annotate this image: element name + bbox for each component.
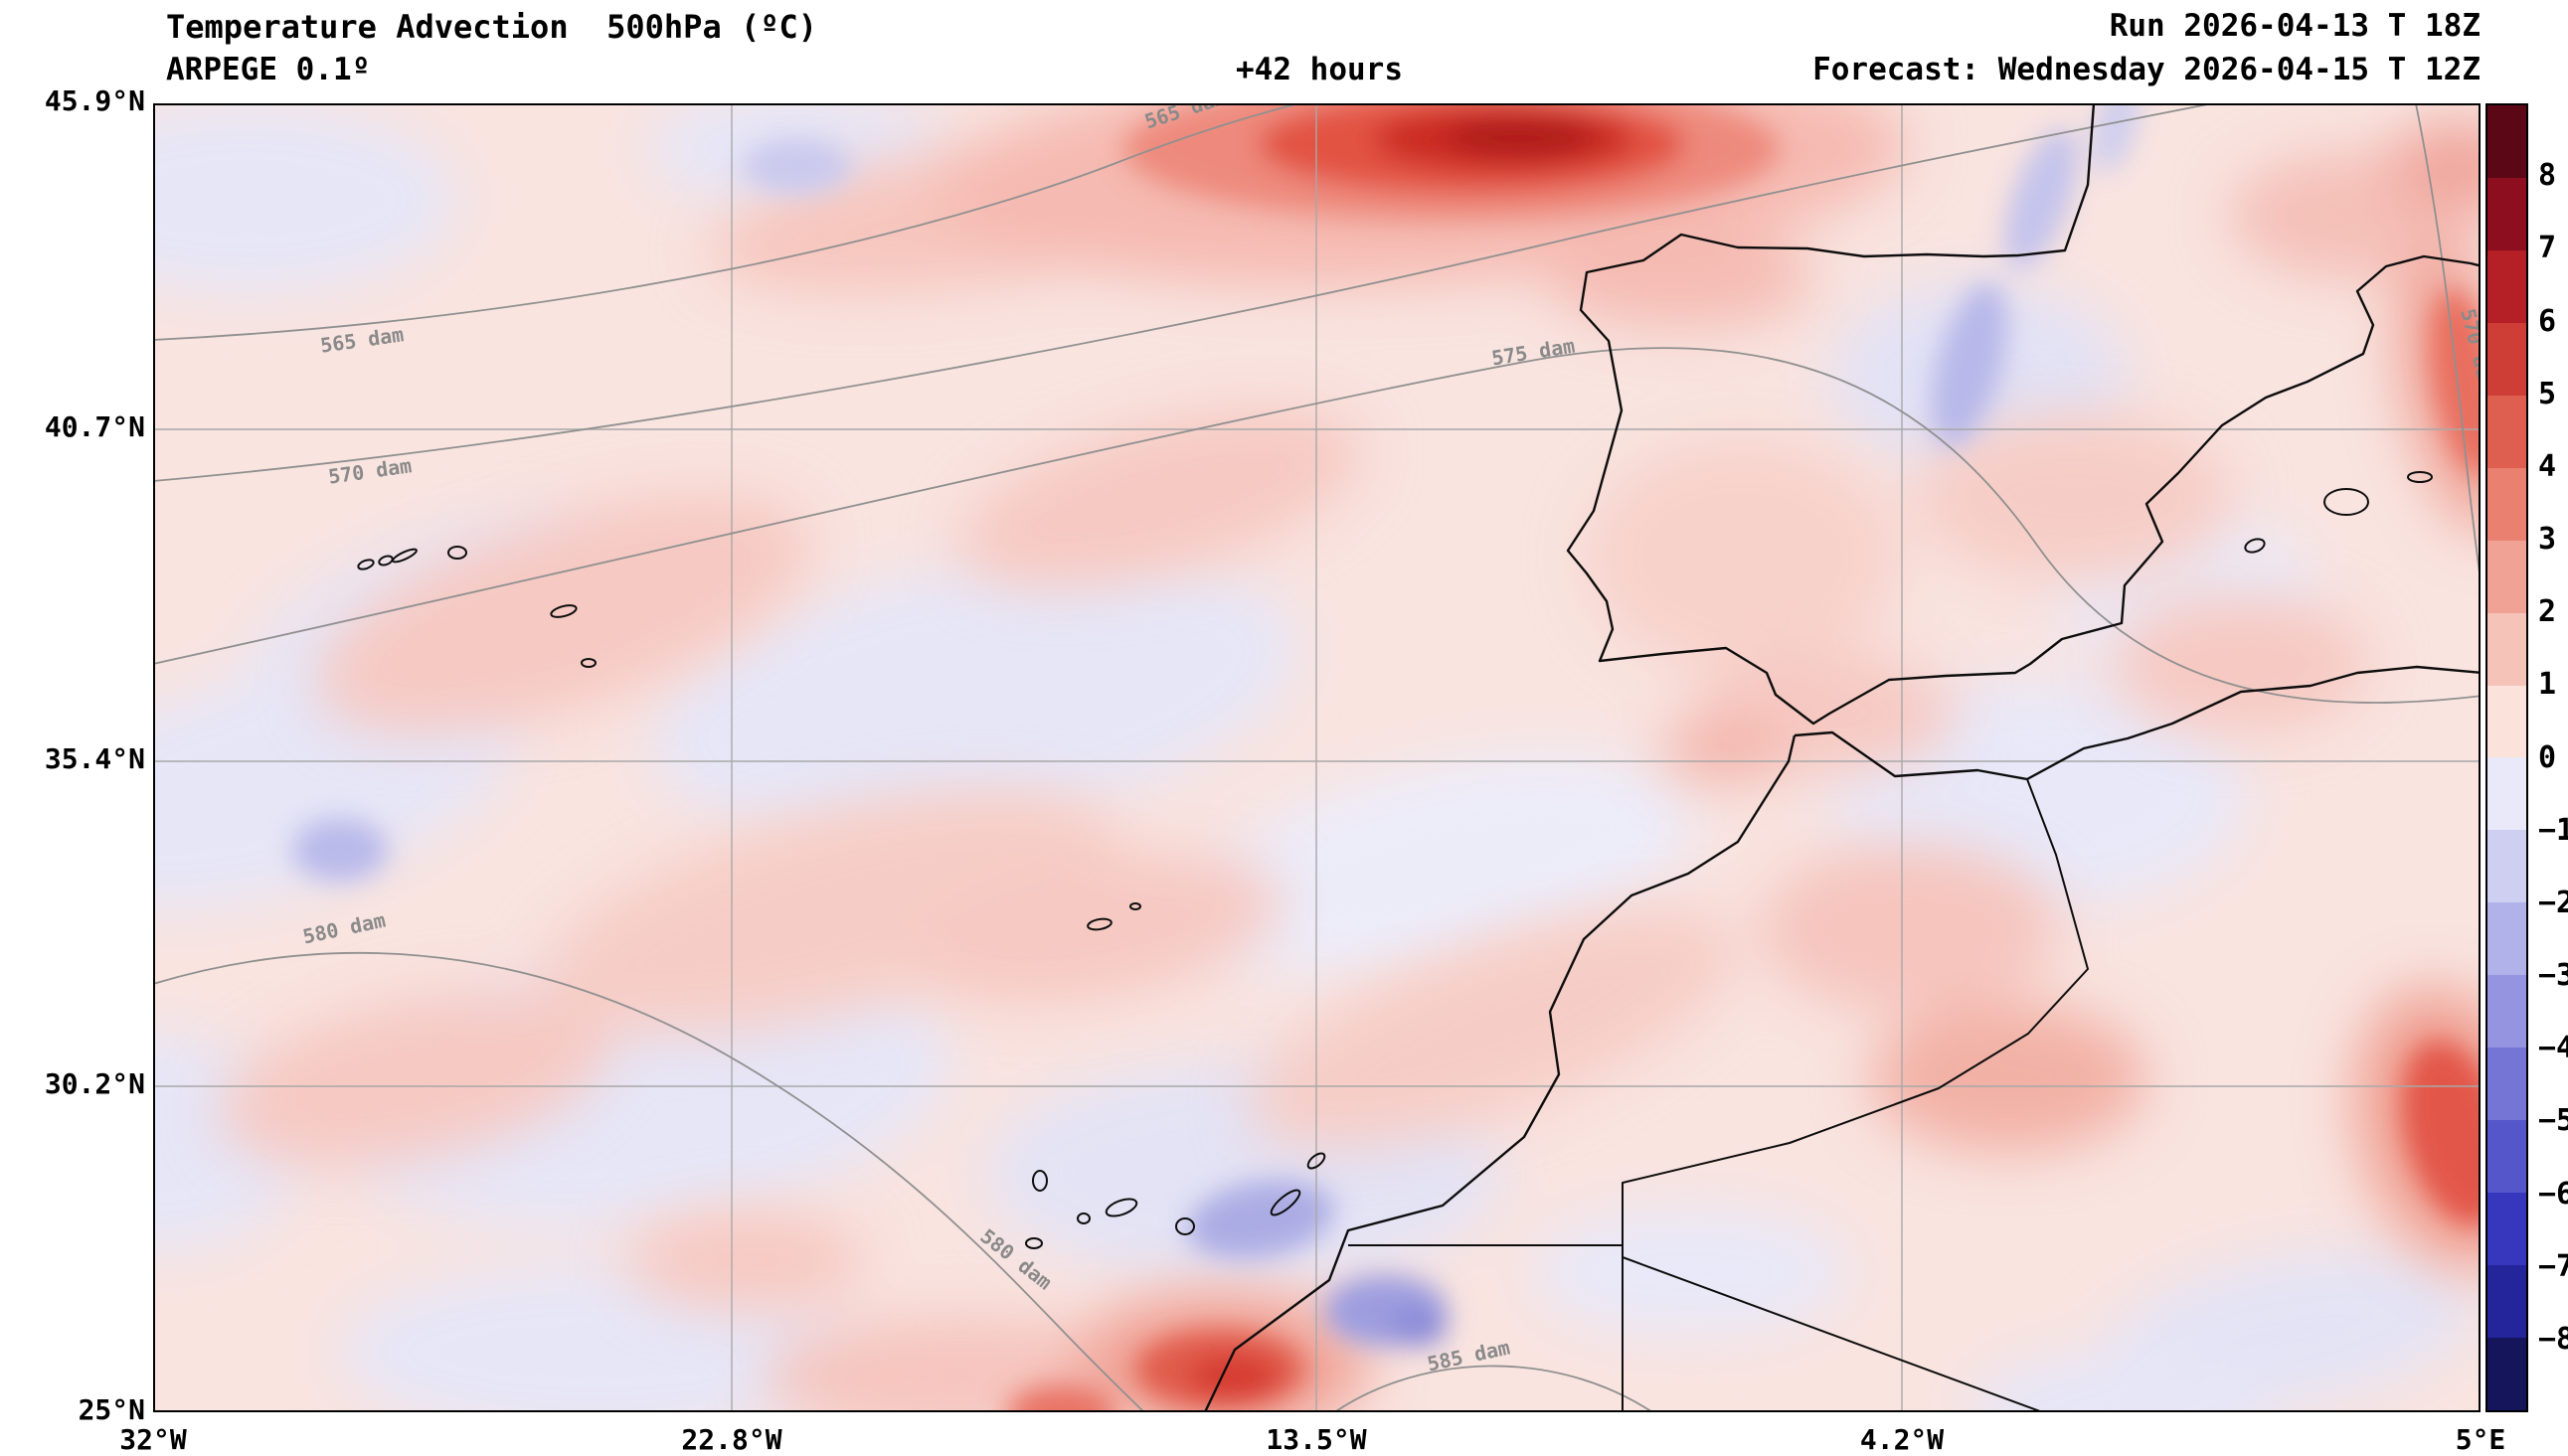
geopotential-contour-580 [153,951,1146,1412]
colorbar-segment [2487,685,2526,758]
colorbar-tick-label: −3 [2538,958,2568,993]
geopotential-contours [153,103,2481,1412]
advection-field-positive-blobs [219,103,2481,1412]
run-label: Run 2026-04-13 T 18Z [2109,8,2481,44]
colorbar-segment [2487,757,2526,831]
colorbar-segment [2487,830,2526,903]
border-morocco-algeria [1622,778,2089,1412]
colorbar-tick-label: 4 [2538,448,2557,484]
x-axis-tick-label: 13.5°W [1266,1423,1367,1456]
colorbar-tick-label: −1 [2538,812,2568,848]
map-panel: 565 dam 570 dam 575 dam 580 dam 580 dam … [153,103,2481,1412]
colorbar-segment [2487,975,2526,1049]
colorbar-tick-label: −5 [2538,1103,2568,1139]
coastlines [357,103,2481,1412]
colorbar-segment [2487,249,2526,323]
colorbar-segment [2487,1193,2526,1265]
colorbar-tick-label: 6 [2538,303,2557,339]
colorbar-tick-label: 2 [2538,594,2557,630]
colorbar-segment [2487,902,2526,976]
colorbar-segment [2487,177,2526,250]
azores-islands [357,546,597,668]
colorbar-segment [2487,1048,2526,1121]
colorbar-tick-label: 0 [2538,739,2557,775]
balearic-islands [2244,471,2433,554]
colorbar-segment [2487,540,2526,613]
geopotential-contour-570 [153,103,2218,482]
colorbar-tick-label: −4 [2538,1031,2568,1066]
x-axis-tick-label: 5°E [2455,1423,2506,1456]
colorbar-segment [2487,612,2526,686]
coastline-iberia-france [1566,103,2481,726]
advection-field-cores [292,103,2481,1412]
x-axis-tick-label: 4.2°W [1859,1423,1945,1456]
forecast-label: Forecast: Wednesday 2026-04-15 T 12Z [1812,52,2481,87]
colorbar-segment [2487,395,2526,468]
geopotential-contour-575 [153,347,2481,704]
y-axis-tick-label: 25°N [78,1393,145,1426]
colorbar-segment [2487,1120,2526,1194]
border-algeria-mauritania [1622,1256,2046,1412]
colorbar-tick-label: −6 [2538,1176,2568,1212]
canary-islands [1025,1152,1326,1249]
page-title: Temperature Advection 500hPa (ºC) [166,8,818,46]
madeira-islands [1087,902,1141,931]
colorbar-segment [2487,105,2526,178]
colorbar [2485,103,2528,1412]
colorbar-segment [2487,1265,2526,1338]
colorbar-tick-label: 8 [2538,158,2557,194]
x-axis-tick-label: 22.8°W [681,1423,782,1456]
colorbar-segment [2487,1337,2526,1410]
coastline-africa-mediterranean [1794,665,2481,781]
colorbar-tick-label: 5 [2538,376,2557,411]
x-axis-tick-label: 32°W [119,1423,187,1456]
y-axis-tick-label: 35.4°N [44,742,145,775]
graticule-gridlines [153,103,2481,1412]
colorbar-tick-label: 7 [2538,231,2557,266]
coastline-africa-atlantic [1203,734,1797,1412]
colorbar-tick-label: −7 [2538,1248,2568,1284]
colorbar-tick-label: −2 [2538,885,2568,920]
colorbar-segment [2487,467,2526,541]
colorbar-tick-label: 1 [2538,667,2557,703]
country-borders [1348,778,2089,1412]
y-axis-tick-label: 40.7°N [44,410,145,443]
y-axis-tick-label: 30.2°N [44,1067,145,1100]
geopotential-contour-565 [153,103,1302,341]
map-canvas [153,103,2481,1412]
geopotential-contour-570-east [2414,103,2481,588]
colorbar-tick-label: 3 [2538,522,2557,557]
colorbar-tick-label: −8 [2538,1321,2568,1357]
geopotential-contour-585 [1332,1365,1654,1412]
colorbar-segment [2487,322,2526,396]
y-axis-tick-label: 45.9°N [44,84,145,117]
model-label: ARPEGE 0.1º [166,52,371,87]
lead-time-label: +42 hours [1236,52,1403,87]
